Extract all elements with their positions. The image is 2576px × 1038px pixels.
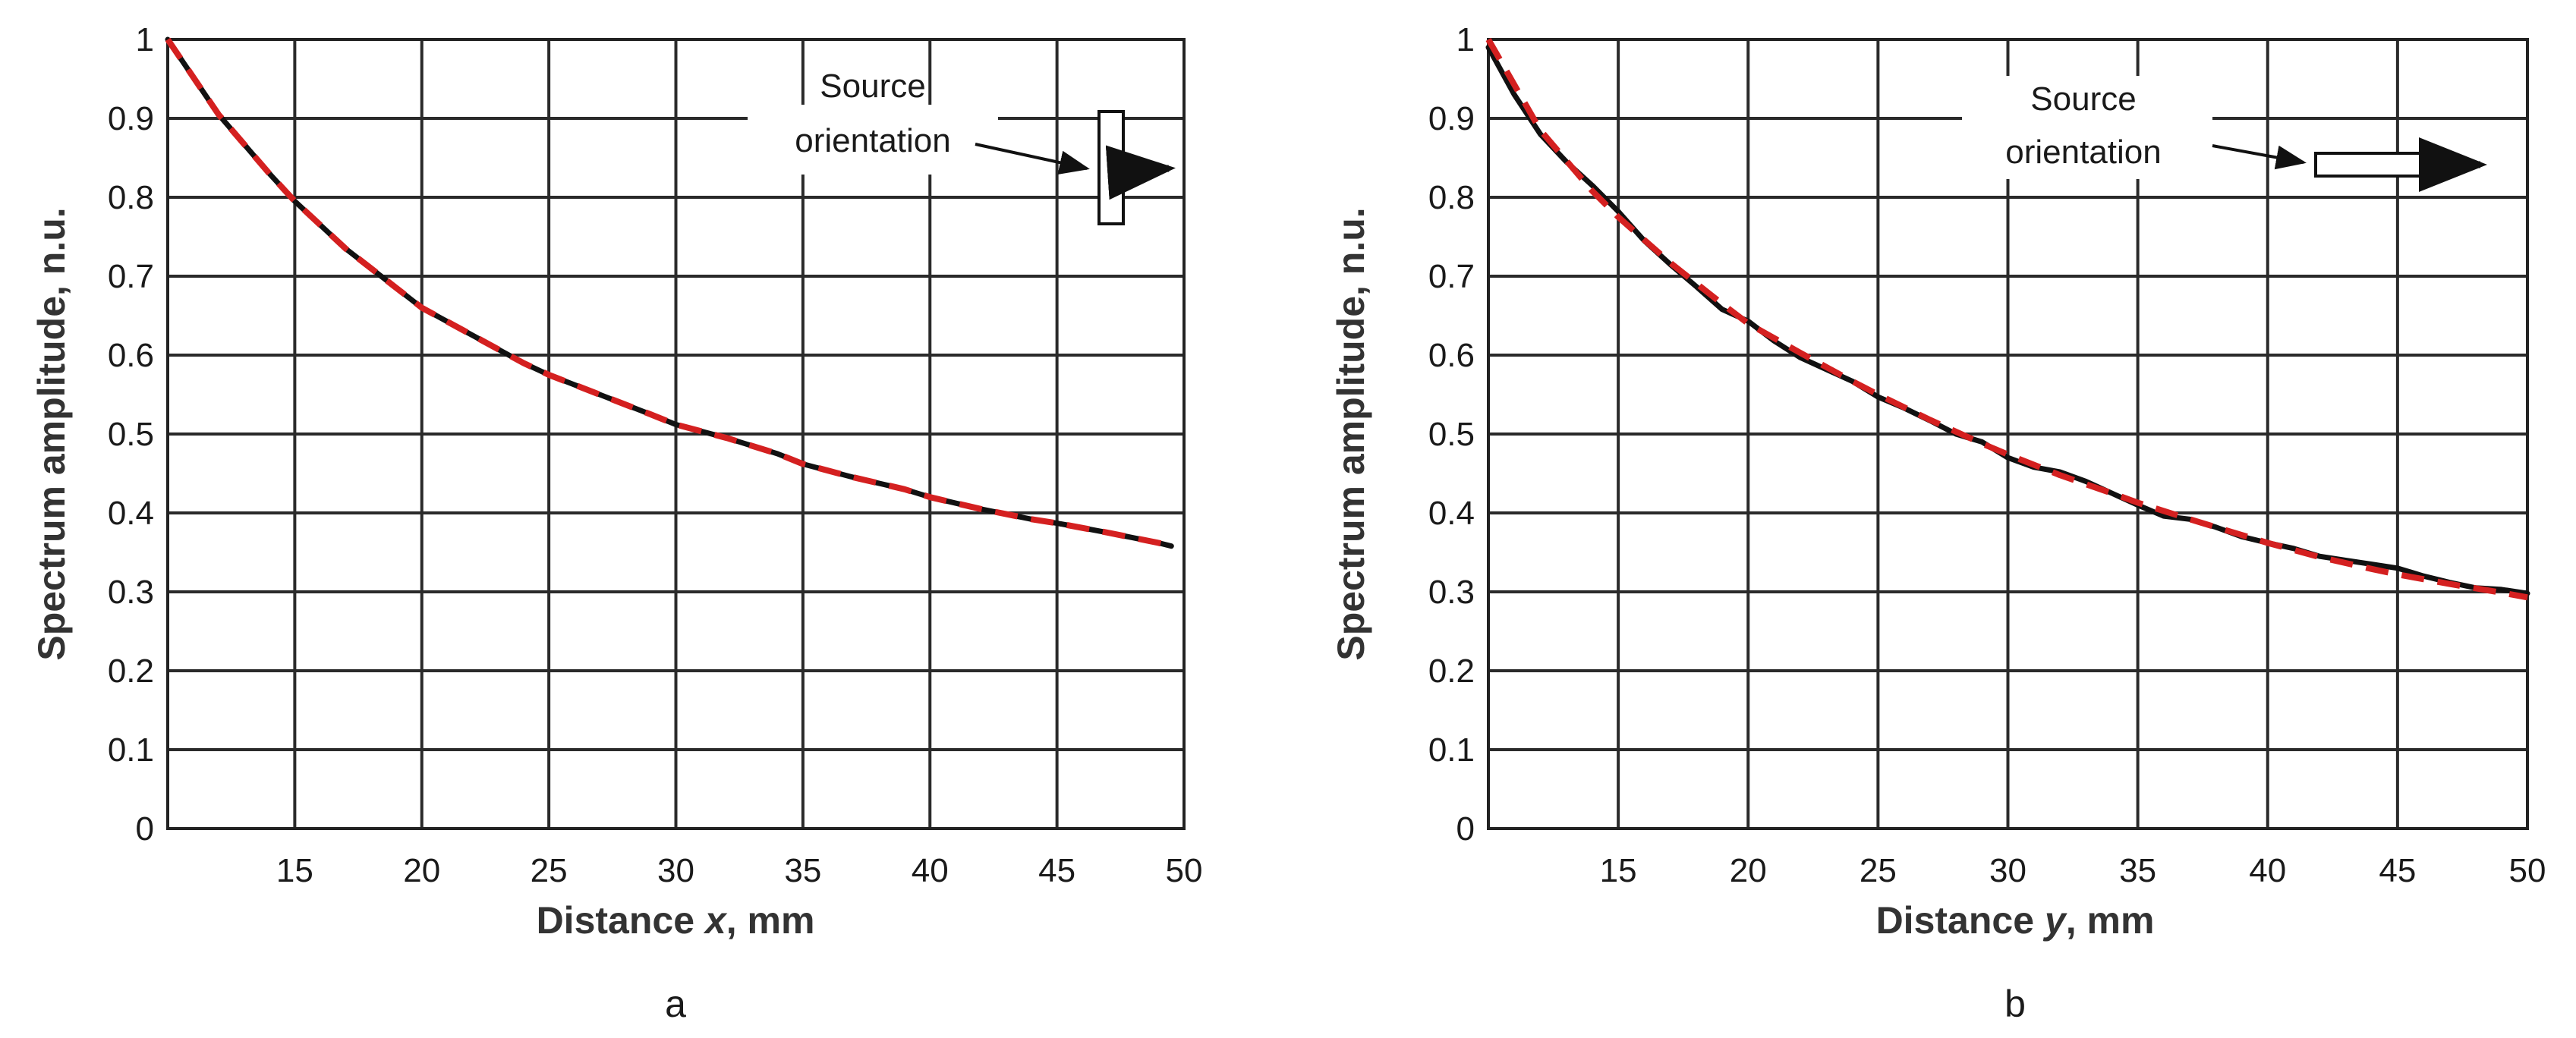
- x-tick-label-a: 25: [531, 852, 568, 889]
- y-axis-title-b: Spectrum amplitude, n.u.: [1330, 207, 1372, 660]
- x-tick-label-b: 25: [1860, 852, 1897, 889]
- y-tick-label-a: 0.5: [108, 416, 154, 453]
- plot-frame-b: [1487, 38, 2529, 830]
- y-tick-label-a: 0.4: [108, 495, 154, 532]
- series-b: [1485, 38, 2530, 601]
- y-tick-label-b: 0.1: [1428, 731, 1475, 769]
- annotation-line1-a: Source: [820, 68, 925, 105]
- x-tick-label-b: 50: [2509, 852, 2546, 889]
- series-line-fit-b: [1485, 38, 2528, 601]
- y-tick-label-b: 0.5: [1428, 416, 1475, 453]
- y-tick-label-b: 1: [1456, 21, 1475, 58]
- series-line-measured-b: [1485, 44, 2530, 596]
- x-tick-label-b: 35: [2119, 852, 2156, 889]
- y-tick-labels-a: 0 0.1 0.2 0.3 0.4 0.5 0.6 0.7 0.8 0.9 1: [108, 21, 154, 848]
- annotation-mask-a: [748, 105, 998, 175]
- y-tick-label-a: 0.8: [108, 179, 154, 216]
- y-tick-label-b: 0.4: [1428, 495, 1475, 532]
- annotation-mask-b: [1962, 76, 2212, 179]
- orientation-arrow-a: [1105, 145, 1176, 200]
- x-axis-title-var-b: y: [2042, 899, 2067, 942]
- x-tick-label-a: 50: [1166, 852, 1203, 889]
- series-a: [165, 36, 1174, 549]
- source-shape-vertical: [1097, 110, 1125, 225]
- annotation-arrow-a: [975, 143, 1090, 175]
- x-axis-title-suffix-b: , mm: [2066, 899, 2155, 942]
- source-shape-horizontal: [2314, 152, 2435, 178]
- x-tick-label-b: 20: [1730, 852, 1767, 889]
- y-tick-label-b: 0.3: [1428, 574, 1475, 611]
- series-line-fit-a: [165, 37, 1173, 549]
- x-tick-labels-b: 15 20 25 30 35 40 45 50: [1600, 852, 2546, 889]
- panel-label-b: b: [2004, 983, 2026, 1025]
- plot-frame-a: [166, 38, 1186, 830]
- annotation-line2-a: orientation: [795, 122, 950, 159]
- x-tick-label-a: 20: [403, 852, 440, 889]
- x-axis-title-suffix-a: , mm: [726, 899, 815, 942]
- x-tick-label-b: 45: [2379, 852, 2416, 889]
- y-tick-label-a: 0.1: [108, 731, 154, 769]
- x-axis-title-prefix-b: Distance: [1876, 899, 2045, 942]
- y-tick-label-b: 0: [1456, 810, 1475, 848]
- y-tick-label-a: 0.6: [108, 337, 154, 374]
- y-tick-label-a: 0.7: [108, 258, 154, 295]
- annotation-arrow-b: [2212, 144, 2307, 170]
- x-axis-title-prefix-a: Distance: [537, 899, 705, 942]
- x-tick-label-a: 35: [784, 852, 821, 889]
- x-tick-label-b: 30: [1989, 852, 2026, 889]
- x-tick-label-b: 40: [2249, 852, 2286, 889]
- x-tick-label-a: 45: [1038, 852, 1075, 889]
- y-tick-label-a: 1: [136, 21, 154, 58]
- x-tick-label-b: 15: [1600, 852, 1637, 889]
- y-tick-label-a: 0: [136, 810, 154, 848]
- x-axis-title-b: Distance y, mm: [1876, 899, 2155, 942]
- y-tick-label-b: 0.9: [1428, 100, 1475, 137]
- y-tick-label-b: 0.7: [1428, 258, 1475, 295]
- y-tick-label-a: 0.3: [108, 574, 154, 611]
- chart-panel-b: 0 0.1 0.2 0.3 0.4 0.5 0.6 0.7 0.8 0.9 1 15 20 25 30 35…: [1330, 21, 2546, 1025]
- x-axis-title-var-a: x: [703, 899, 728, 942]
- y-tick-label-b: 0.8: [1428, 179, 1475, 216]
- y-tick-label-a: 0.9: [108, 100, 154, 137]
- x-tick-label-a: 40: [912, 852, 949, 889]
- x-axis-title-a: Distance x, mm: [537, 899, 815, 942]
- annotation-line2-b: orientation: [2005, 134, 2161, 171]
- y-tick-label-b: 0.6: [1428, 337, 1475, 374]
- x-tick-labels-a: 15 20 25 30 35 40 45 50: [276, 852, 1203, 889]
- x-tick-label-a: 30: [657, 852, 694, 889]
- y-tick-labels-b: 0 0.1 0.2 0.3 0.4 0.5 0.6 0.7 0.8 0.9 1: [1428, 21, 1475, 848]
- chart-panel-a: 0 0.1 0.2 0.3 0.4 0.5 0.6 0.7 0.8 0.9 1 15 20 25 30 35…: [30, 21, 1202, 1025]
- annotation-line1-b: Source: [2030, 80, 2136, 118]
- panel-label-a: a: [665, 983, 686, 1025]
- y-tick-label-a: 0.2: [108, 653, 154, 690]
- x-tick-label-a: 15: [276, 852, 313, 889]
- y-axis-title-a: Spectrum amplitude, n.u.: [30, 207, 73, 660]
- y-tick-label-b: 0.2: [1428, 653, 1475, 690]
